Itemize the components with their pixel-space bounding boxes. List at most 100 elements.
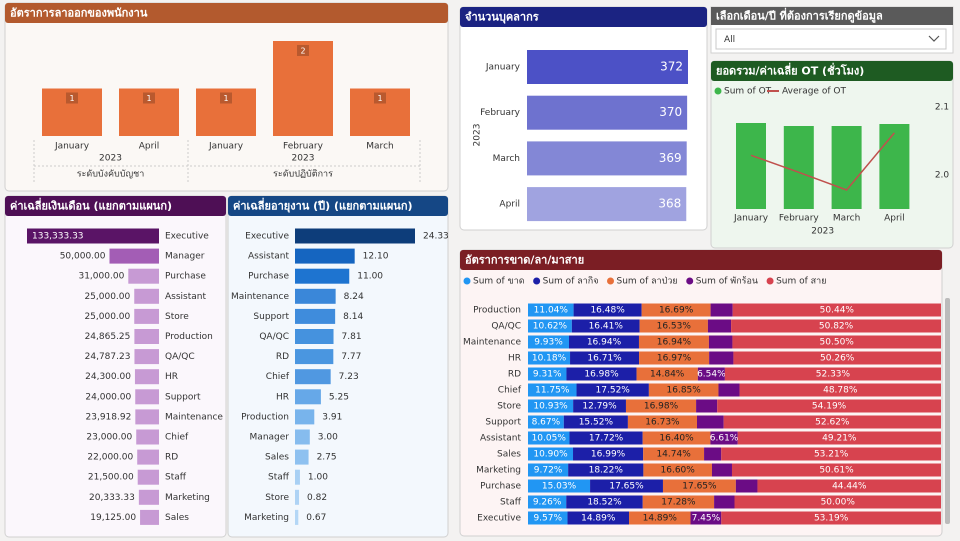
data-label: 372 — [660, 60, 683, 74]
data-label: 3.91 — [322, 412, 342, 422]
y-tick-label: Staff — [268, 473, 290, 483]
bar-segment — [641, 303, 711, 317]
data-label: 16.94% — [587, 338, 622, 348]
bar — [295, 288, 336, 304]
data-label: 1.00 — [308, 473, 328, 483]
y-tick-label: March — [493, 154, 520, 164]
data-label: 11.75% — [535, 386, 570, 396]
panel-title: ค่าเฉลี่ยเงินเดือน (แยกตามแผนก) — [10, 198, 172, 213]
bar-segment — [697, 367, 725, 381]
y-tick-label: Chief — [266, 372, 290, 382]
panel — [227, 195, 449, 538]
y-tick-label: HR — [508, 354, 521, 364]
bar-segment — [718, 383, 740, 397]
data-label: 9.93% — [534, 338, 563, 348]
bar — [783, 126, 814, 209]
bar-segment — [568, 463, 644, 477]
bar — [295, 228, 415, 244]
data-label: 6.61% — [710, 434, 739, 444]
bar-segment — [625, 399, 697, 413]
bar-segment — [711, 463, 732, 477]
slicer-title: เลือกเดือน/ปี ที่ต้องการเรียกดูข้อมูล — [716, 8, 883, 24]
bar — [134, 329, 159, 344]
bar-segment — [573, 447, 644, 461]
data-label: 8.67% — [532, 418, 561, 428]
slicer-dropdown[interactable] — [715, 28, 947, 50]
x-tick-label: January — [208, 142, 244, 152]
data-label: 23,918.92 — [86, 412, 132, 422]
bar-segment — [662, 479, 736, 493]
y-tick-label: Purchase — [248, 272, 289, 282]
data-label: 3.00 — [318, 433, 338, 443]
bar-segment — [696, 399, 718, 413]
y-tick-label: Sales — [165, 513, 189, 523]
bar — [128, 268, 159, 284]
bar-segment — [528, 351, 571, 365]
data-label: 12.79% — [582, 402, 617, 412]
y-tick-label: April — [499, 200, 520, 210]
data-label: 16.40% — [659, 434, 694, 444]
data-label: 24.33 — [423, 232, 449, 242]
bar-segment — [721, 447, 941, 461]
data-label: 24,865.25 — [85, 332, 131, 342]
panel-title-bar — [460, 7, 707, 27]
data-label: 7.81 — [342, 332, 362, 342]
bar-segment — [566, 367, 637, 381]
data-label: 52.62% — [815, 418, 850, 428]
y-tick-label: Staff — [500, 498, 522, 508]
bar-segment — [704, 447, 722, 461]
data-label: 7.45% — [692, 514, 721, 524]
data-label: 31,000.00 — [78, 272, 124, 282]
bar-segment — [724, 367, 941, 381]
dropdown-chevron — [928, 35, 940, 42]
panel-title: อัตราการขาด/ลา/มาสาย — [465, 254, 584, 267]
bar-segment — [717, 399, 941, 413]
y2-tick-label: 2.0 — [935, 171, 950, 181]
data-label: 48.78% — [823, 386, 858, 396]
bar-segment — [528, 319, 572, 333]
bar — [137, 469, 159, 485]
bar-segment — [573, 303, 642, 317]
bar-segment — [643, 447, 705, 461]
data-label: 18.52% — [587, 498, 622, 508]
data-label: 16.53% — [657, 322, 692, 332]
data-label: 18.22% — [589, 466, 624, 476]
legend-marker — [463, 277, 471, 285]
scrollbar[interactable] — [945, 298, 950, 524]
y-tick-label: QA/QC — [259, 332, 289, 342]
bar-segment — [648, 383, 719, 397]
bar — [350, 88, 410, 136]
data-label-box — [374, 92, 386, 104]
x-tick-label: March — [833, 214, 860, 224]
bar-segment — [732, 303, 941, 317]
bar-segment — [573, 399, 626, 413]
y-tick-label: Assistant — [480, 434, 521, 444]
legend-marker — [686, 277, 694, 285]
data-label: 14.84% — [650, 370, 685, 380]
bar-segment — [638, 335, 709, 349]
bar — [527, 50, 688, 84]
data-label: 50.00% — [821, 498, 856, 508]
data-label: 17.52% — [596, 386, 631, 396]
data-label: 14.74% — [656, 450, 691, 460]
bar-segment — [732, 335, 941, 349]
bar-segment — [733, 351, 941, 365]
data-label: 53.19% — [814, 514, 849, 524]
data-label: 8.14 — [343, 312, 363, 322]
bar-segment — [590, 479, 663, 493]
y-tick-label: QA/QC — [165, 352, 195, 362]
panel-title-bar — [228, 196, 448, 216]
bar-segment — [528, 479, 591, 493]
bar — [527, 95, 688, 130]
data-label: 16.73% — [645, 418, 680, 428]
bar — [295, 429, 310, 445]
y-tick-label: HR — [165, 372, 178, 382]
y-tick-label: Executive — [245, 232, 289, 242]
x-tick-label: March — [366, 142, 393, 152]
data-label: 25,000.00 — [84, 312, 130, 322]
bar-segment — [757, 479, 941, 493]
bar — [879, 124, 910, 209]
bar — [134, 288, 159, 304]
legend-marker — [714, 87, 722, 95]
bar-segment — [566, 495, 643, 509]
